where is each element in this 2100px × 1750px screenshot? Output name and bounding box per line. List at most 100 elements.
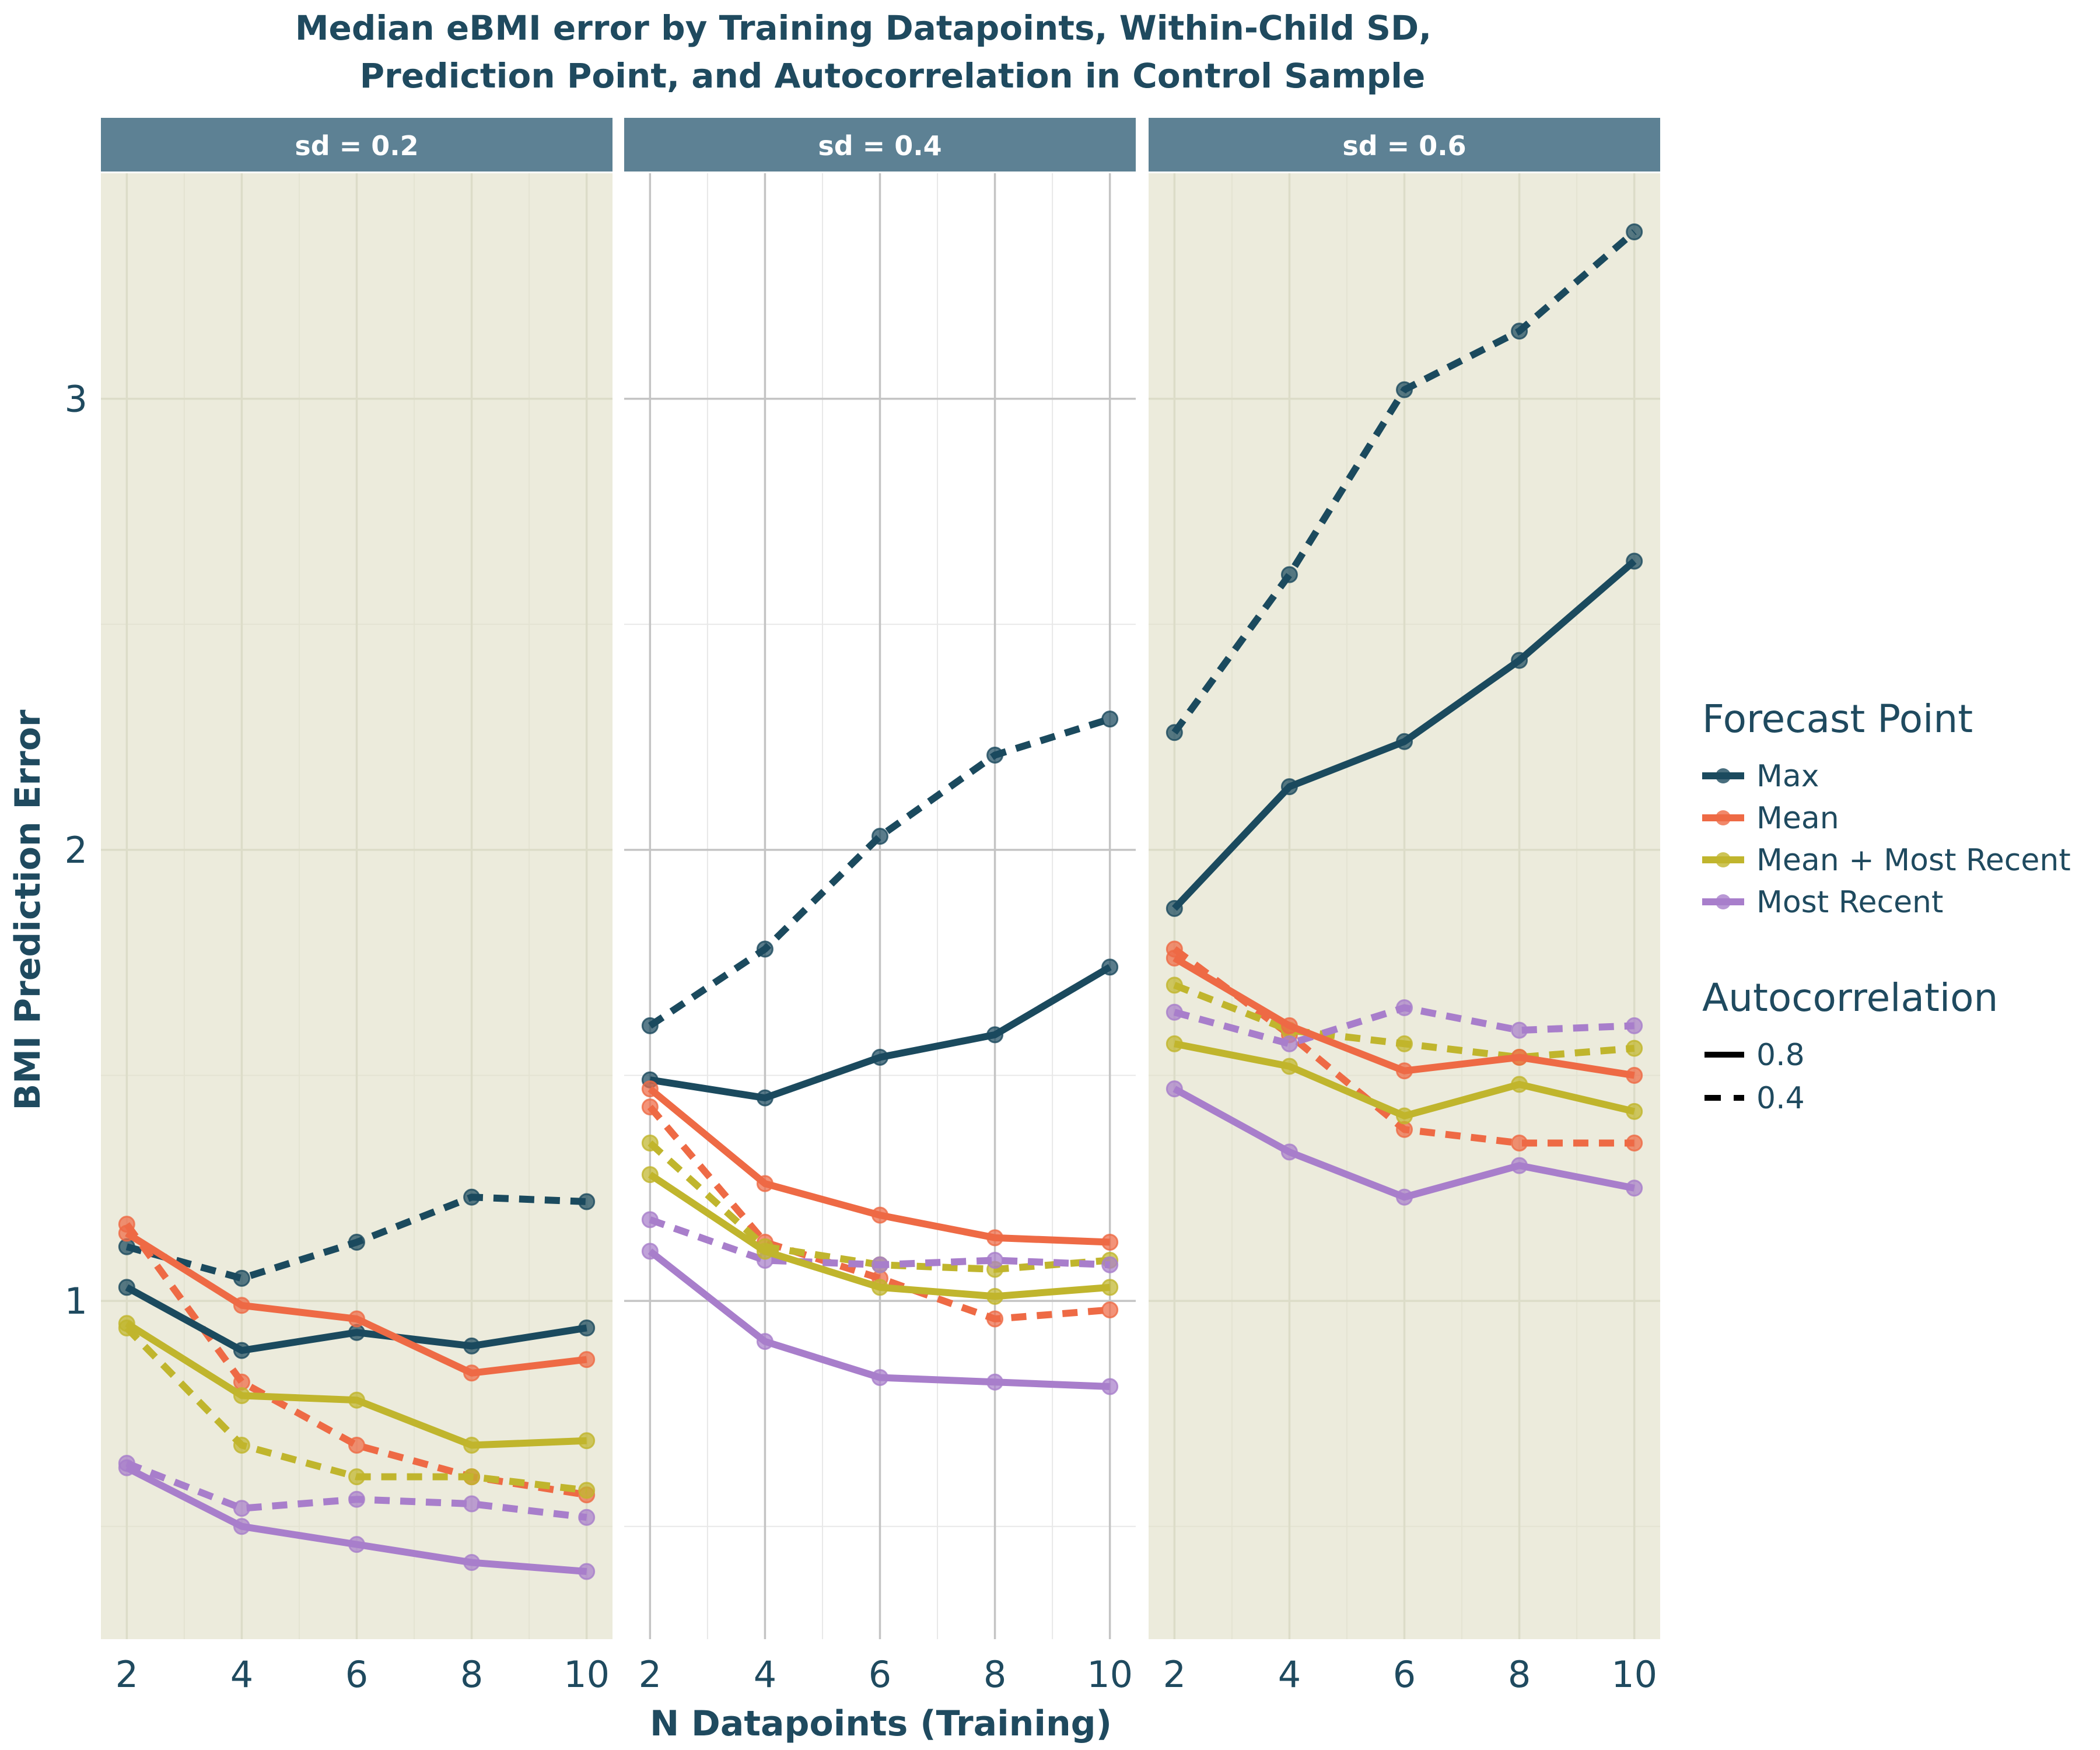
x-tick-label: 6 [1393,1653,1416,1696]
data-point-max [233,1342,250,1359]
legend-title-autocorrelation: Autocorrelation [1702,975,1998,1020]
data-point-most-recent [578,1563,596,1580]
data-point-mean [641,1098,659,1116]
x-tick-label: 8 [984,1653,1006,1696]
data-point-mean [1101,1301,1119,1319]
legend-label-autocorr: 0.8 [1756,1038,1805,1073]
panel-3: sd = 0.6 2 4 6 8 10 [1149,118,1660,1696]
legend-key-point-mean-most-recent [1716,852,1731,867]
x-tick-label: 6 [869,1653,891,1696]
x-tick-label: 8 [1508,1653,1531,1696]
data-point-max [1280,778,1298,796]
data-point-most-recent [1280,1143,1298,1161]
chart-title-line-1: Median eBMI error by Training Datapoints… [295,8,1432,48]
data-point-max [872,828,888,845]
data-point-mean-most-recent [756,1242,774,1260]
data-point-mean-most-recent [233,1437,250,1454]
data-point-mean [1396,1062,1413,1080]
data-point-most-recent [1396,1188,1413,1206]
data-point-max [1396,381,1413,398]
data-point-mean-most-recent [463,1437,481,1454]
data-point-mean [986,1229,1004,1247]
data-point-mean [641,1080,659,1098]
data-point-most-recent [118,1459,135,1476]
data-point-mean [756,1175,774,1192]
strip-label: sd = 0.4 [818,130,942,162]
x-tick-label: 2 [639,1653,662,1696]
data-point-mean-most-recent [641,1134,659,1152]
data-point-max [1166,724,1183,741]
data-point-max [641,1017,659,1034]
data-point-max [756,1089,774,1107]
x-axis-title: N Datapoints (Training) [650,1703,1112,1744]
x-tick-label: 2 [116,1653,138,1696]
data-point-mean-most-recent [1166,977,1183,994]
data-point-mean [1280,1017,1298,1034]
data-point-most-recent [872,1369,888,1387]
data-point-mean-most-recent [348,1468,365,1486]
data-point-mean [1626,1134,1643,1152]
data-point-most-recent [463,1495,481,1513]
data-point-most-recent [348,1536,365,1553]
data-point-most-recent [1101,1256,1119,1273]
data-point-max [1101,710,1119,728]
legend-label-mean: Mean [1756,801,1839,836]
data-point-max [986,1026,1004,1044]
data-point-most-recent [1626,1180,1643,1197]
data-point-max [463,1337,481,1354]
data-point-most-recent [1511,1021,1528,1039]
data-point-mean [986,1310,1004,1328]
data-point-mean-most-recent [872,1279,888,1296]
data-point-mean-most-recent [1626,1040,1643,1057]
data-point-most-recent [756,1333,774,1350]
data-point-mean [348,1437,365,1454]
data-point-mean [1101,1234,1119,1251]
data-point-max [233,1269,250,1287]
data-point-mean-most-recent [1396,1107,1413,1125]
strip-background [1149,118,1660,172]
data-point-mean-most-recent [348,1391,365,1409]
data-point-mean [348,1310,365,1328]
data-point-max [1511,323,1528,340]
legend-key-point-mean [1716,810,1731,825]
legend-title-forecast: Forecast Point [1702,696,1973,741]
data-point-mean-most-recent [1101,1279,1119,1296]
x-tick-label: 8 [460,1653,483,1696]
data-point-mean [1166,949,1183,967]
data-point-most-recent [1511,1157,1528,1174]
data-point-max [1626,223,1643,241]
data-point-max [986,746,1004,764]
data-point-mean-most-recent [986,1287,1004,1305]
series-line-max-ac-0.4 [648,715,1111,1029]
data-point-max [1511,652,1528,669]
data-point-max [578,1193,596,1210]
data-point-max [872,1049,888,1066]
strip-label: sd = 0.2 [295,130,418,162]
data-point-max [756,940,774,958]
data-point-max [1396,733,1413,750]
data-point-max [1280,566,1298,583]
data-point-mean-most-recent [578,1482,596,1499]
panel-2: sd = 0.4 2 4 6 8 10 [624,118,1136,1696]
data-point-most-recent [641,1242,659,1260]
x-tick-label: 4 [754,1653,776,1696]
data-point-most-recent [1166,1080,1183,1098]
data-point-most-recent [233,1500,250,1517]
data-point-mean-most-recent [233,1387,250,1404]
data-point-most-recent [463,1554,481,1572]
data-point-mean [233,1297,250,1314]
data-point-mean-most-recent [1280,1058,1298,1075]
strip-background [101,118,612,172]
data-point-max [348,1234,365,1251]
legend-label-mean-most-recent: Mean + Most Recent [1756,843,2071,878]
legend-label-max: Max [1756,759,1819,794]
y-tick-label: 3 [65,378,88,421]
panels-group: sd = 0.2 2 4 6 8 10 sd = 0.4 2 4 6 8 10 sd = 0.6 2 4 6 8… [65,118,1660,1696]
data-point-mean [1511,1134,1528,1152]
data-point-max [1101,958,1119,976]
strip-label: sd = 0.6 [1342,130,1466,162]
data-point-most-recent [986,1251,1004,1269]
data-point-max [578,1319,596,1336]
data-point-mean-most-recent [1626,1102,1643,1120]
legend-label-most-recent: Most Recent [1756,885,1943,920]
